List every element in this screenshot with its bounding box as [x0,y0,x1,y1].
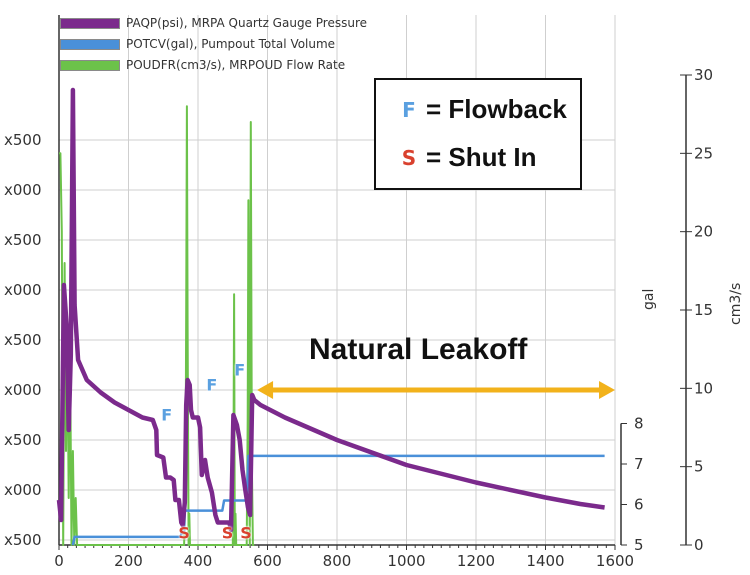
flow-tick-label: 10 [694,379,713,397]
flow-tick-label: 20 [694,223,713,241]
shutin-marker: S [221,523,234,542]
leakoff-arrow-head-left [257,381,274,399]
x-tick-label: 200 [114,552,143,570]
legend-item-flow: POUDFR(cm3/s), MRPOUD Flow Rate [60,56,345,74]
legend-label-pressure: PAQP(psi), MRPA Quartz Gauge Pressure [126,16,367,30]
flow-tick-label: 30 [694,66,713,84]
shutin-marker: S [240,523,252,542]
event-key-box: F = Flowback S = Shut In [374,78,582,190]
legend-item-volume: POTCV(gal), Pumpout Total Volume [60,35,335,53]
shutin-marker: S [178,523,190,542]
left-tick-label: x000 [4,481,42,499]
flowback-marker: F [161,405,173,425]
x-tick-label: 1200 [457,552,495,570]
gal-tick-label: 5 [634,536,644,554]
gal-tick-label: 6 [634,496,644,514]
x-tick-label: 600 [253,552,282,570]
x-tick-label: 1000 [387,552,425,570]
gal-tick-label: 8 [634,415,644,433]
legend-item-pressure: PAQP(psi), MRPA Quartz Gauge Pressure [60,14,367,32]
left-tick-label: x500 [4,431,42,449]
flowback-marker: F [206,375,218,395]
x-tick-label: 1600 [596,552,634,570]
shutin-key-text: = Shut In [426,142,537,172]
legend-label-volume: POTCV(gal), Pumpout Total Volume [126,37,336,51]
flow-axis-label: cm3/s [728,283,744,325]
flow-tick-label: 25 [694,144,713,162]
flow-tick-label: 0 [694,536,704,554]
flow-tick-label: 15 [694,301,713,319]
left-tick-label: x000 [4,381,42,399]
flowback-key: F = Flowback [398,94,567,125]
legend-label-flow: POUDFR(cm3/s), MRPOUD Flow Rate [126,58,346,72]
flowback-marker: F [234,360,246,380]
flow-tick-label: 5 [694,458,704,476]
gal-tick-label: 7 [634,455,644,473]
left-tick-label: x500 [4,331,42,349]
left-tick-label: x000 [4,281,42,299]
left-tick-label: x000 [4,181,42,199]
series-line-0 [56,87,605,533]
legend-swatch-flow [60,59,120,71]
x-tick-label: 1400 [526,552,564,570]
leakoff-arrow-head-right [599,381,615,399]
shutin-key: S = Shut In [398,142,537,173]
left-tick-label: x500 [4,131,42,149]
left-tick-label: x500 [4,531,42,549]
left-tick-label: x500 [4,231,42,249]
x-tick-label: 400 [184,552,213,570]
natural-leakoff-label: Natural Leakoff [309,333,528,366]
legend-swatch-pressure [60,17,120,29]
legend-swatch-volume [60,38,120,50]
x-tick-label: 0 [54,552,64,570]
flowback-key-text: = Flowback [426,94,567,124]
flowback-key-letter: F [402,97,416,122]
x-tick-label: 800 [323,552,352,570]
gal-axis-label: gal [641,289,657,310]
shutin-key-letter: S [401,145,417,170]
